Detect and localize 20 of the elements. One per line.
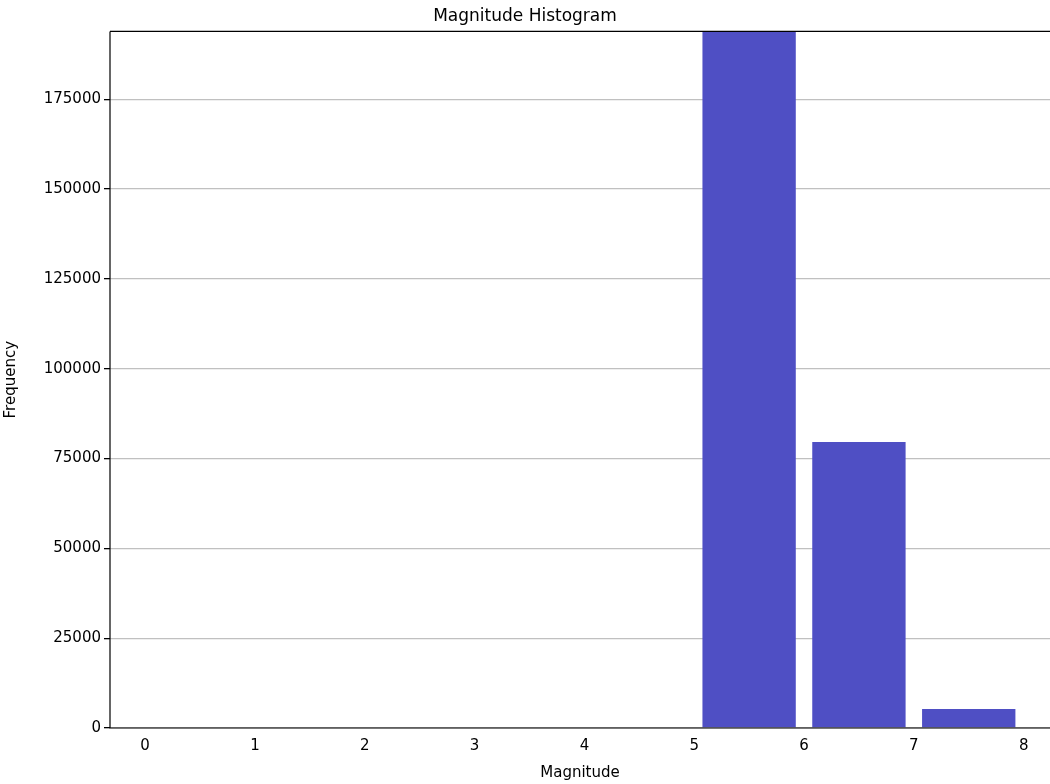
chart-title: Magnitude Histogram	[433, 4, 617, 25]
x-tick-label: 1	[250, 735, 260, 754]
y-tick-label: 75000	[53, 448, 101, 467]
y-tick-label: 50000	[53, 538, 101, 557]
y-tick-label: 100000	[43, 358, 101, 377]
x-axis-title: Magnitude	[540, 762, 620, 781]
x-tick-label: 2	[359, 735, 370, 754]
x-tick-label: 7	[909, 735, 919, 754]
x-tick-label: 3	[469, 735, 480, 754]
y-axis-title: Frequency	[0, 340, 19, 419]
y-tick-label: 150000	[43, 179, 101, 197]
x-tick-label: 5	[689, 735, 699, 754]
x-tick-label: 6	[799, 735, 809, 754]
x-tick-label: 8	[1018, 735, 1029, 754]
y-tick-label: 125000	[43, 268, 101, 287]
x-tick-label: 4	[579, 735, 590, 754]
x-tick-label: 0	[140, 735, 150, 754]
y-tick-label: 25000	[53, 628, 101, 647]
y-tick-label: 175000	[43, 89, 101, 108]
y-tick-label: 0	[91, 717, 101, 736]
